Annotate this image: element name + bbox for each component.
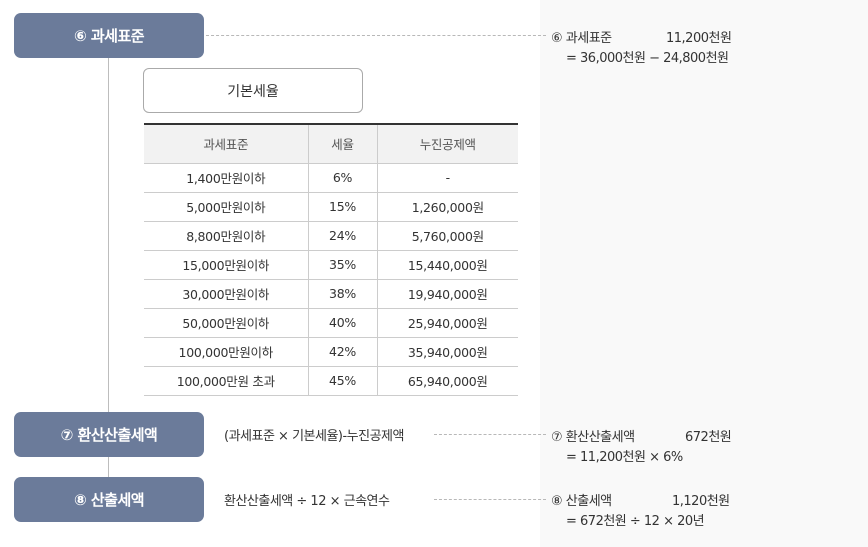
cell-bracket: 15,000만원이하 [144, 250, 309, 280]
step-7-converted-tax: ⑦ 환산산출세액 [14, 412, 204, 457]
step-7-formula: (과세표준 × 기본세율)-누진공제액 [224, 429, 404, 444]
step-8-label: ⑧ 산출세액 [73, 491, 145, 509]
result-8: ⑧ 산출세액 1,120천원 = 672천원 ÷ 12 × 20년 [551, 490, 751, 530]
cell-bracket: 100,000만원 초과 [144, 366, 309, 396]
cell-deduction: 1,260,000원 [377, 192, 518, 222]
cell-rate: 38% [308, 279, 378, 309]
cell-bracket: 8,800만원이하 [144, 221, 309, 251]
base-rate-table: 과세표준 세율 누진공제액 1,400만원이하 6% - 5,000만원이하 1… [144, 123, 518, 396]
result-6-label: ⑥ 과세표준 [551, 31, 612, 46]
step-6-label: ⑥ 과세표준 [73, 27, 145, 45]
table-row: 100,000만원 초과 45% 65,940,000원 [144, 366, 518, 396]
step-7-dashed-leader [434, 434, 546, 435]
table-header-row: 과세표준 세율 누진공제액 [144, 123, 518, 164]
table-row: 30,000만원이하 38% 19,940,000원 [144, 279, 518, 309]
cell-rate: 42% [308, 337, 378, 367]
cell-rate: 45% [308, 366, 378, 396]
cell-deduction: 35,940,000원 [377, 337, 518, 367]
cell-deduction: 15,440,000원 [377, 250, 518, 280]
table-row: 5,000만원이하 15% 1,260,000원 [144, 192, 518, 222]
step-8-dashed-leader [434, 499, 546, 500]
result-6: ⑥ 과세표준 11,200천원 = 36,000천원 − 24,800천원 [551, 27, 751, 67]
result-6-calc: = 36,000천원 − 24,800천원 [566, 51, 729, 66]
result-8-calc: = 672천원 ÷ 12 × 20년 [566, 514, 705, 529]
cell-deduction: 5,760,000원 [377, 221, 518, 251]
table-row: 15,000만원이하 35% 15,440,000원 [144, 250, 518, 280]
result-8-label: ⑧ 산출세액 [551, 494, 612, 509]
cell-deduction: 19,940,000원 [377, 279, 518, 309]
result-6-value: 11,200천원 [666, 31, 732, 46]
cell-rate: 35% [308, 250, 378, 280]
cell-bracket: 1,400만원이하 [144, 163, 309, 193]
result-8-value: 1,120천원 [672, 494, 730, 509]
step-6-taxable-base: ⑥ 과세표준 [14, 13, 204, 58]
result-7-label: ⑦ 환산산출세액 [551, 430, 635, 445]
header-progressive-deduction: 누진공제액 [377, 123, 518, 164]
cell-rate: 24% [308, 221, 378, 251]
cell-rate: 15% [308, 192, 378, 222]
table-row: 50,000만원이하 40% 25,940,000원 [144, 308, 518, 338]
result-7-value: 672천원 [685, 430, 732, 445]
flow-connector-line [108, 50, 109, 490]
header-rate: 세율 [308, 123, 378, 164]
cell-rate: 40% [308, 308, 378, 338]
cell-deduction: 25,940,000원 [377, 308, 518, 338]
cell-bracket: 5,000만원이하 [144, 192, 309, 222]
cell-rate: 6% [308, 163, 378, 193]
result-panel [540, 0, 868, 547]
result-7-calc: = 11,200천원 × 6% [566, 450, 683, 465]
cell-deduction: 65,940,000원 [377, 366, 518, 396]
step-8-calculated-tax: ⑧ 산출세액 [14, 477, 204, 522]
base-rate-box: 기본세율 [143, 68, 363, 113]
cell-bracket: 30,000만원이하 [144, 279, 309, 309]
table-row: 8,800만원이하 24% 5,760,000원 [144, 221, 518, 251]
step-7-label: ⑦ 환산산출세액 [60, 426, 158, 444]
cell-bracket: 50,000만원이하 [144, 308, 309, 338]
result-7: ⑦ 환산산출세액 672천원 = 11,200천원 × 6% [551, 426, 751, 466]
cell-deduction: - [377, 163, 518, 193]
header-taxable-base: 과세표준 [144, 123, 309, 164]
base-rate-title: 기본세율 [227, 83, 279, 100]
table-row: 100,000만원이하 42% 35,940,000원 [144, 337, 518, 367]
cell-bracket: 100,000만원이하 [144, 337, 309, 367]
table-row: 1,400만원이하 6% - [144, 163, 518, 193]
step-8-formula: 환산산출세액 ÷ 12 × 근속연수 [224, 494, 390, 509]
step-6-dashed-leader [206, 35, 546, 36]
